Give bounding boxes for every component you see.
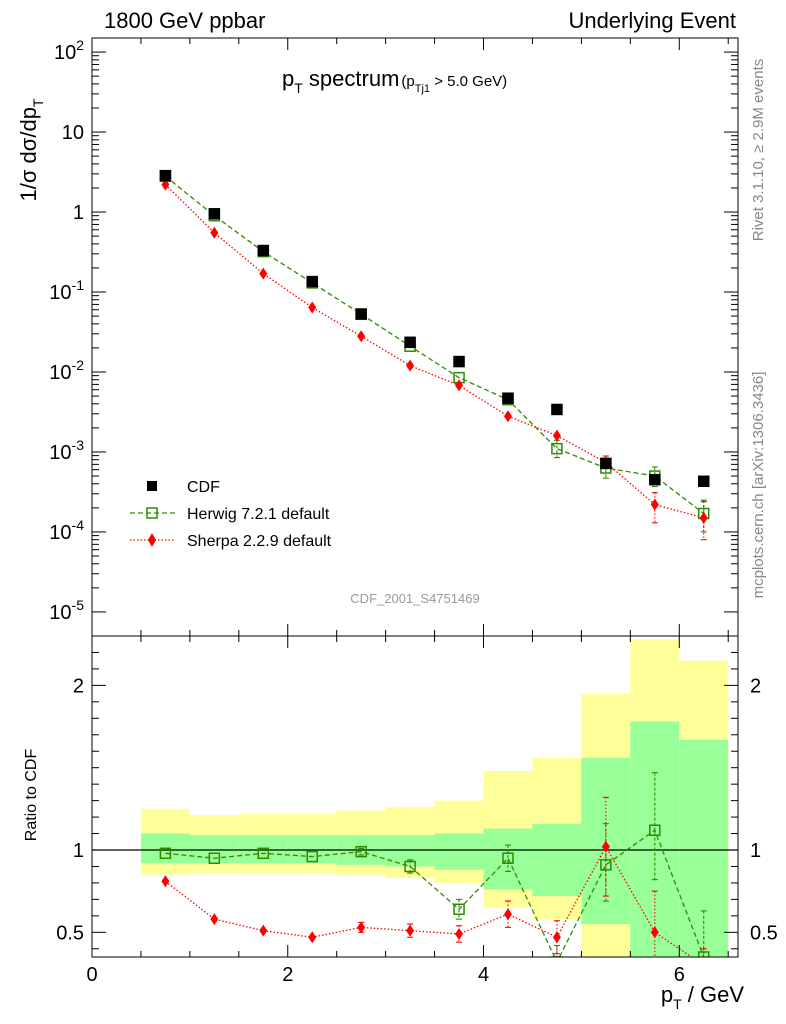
legend-sherpa-marker <box>148 533 156 547</box>
sherpa-point-ratio-4 <box>357 921 366 934</box>
sherpa-point-top-11 <box>699 511 708 524</box>
herwig-point-ratio-7 <box>502 852 514 864</box>
cdf-point-8 <box>551 403 563 416</box>
cdf-point-9 <box>600 457 612 470</box>
axes: 0 2 4 6 10-5 10-4 10-3 10-2 10-1 1 10 102 0.5 0.5 1 1 2 2 <box>49 37 778 986</box>
sherpa-point-top-4 <box>357 330 366 343</box>
band-inner-6 <box>434 833 484 870</box>
sherpa-point-ratio-0 <box>161 875 170 888</box>
cdf-point-3 <box>306 275 318 288</box>
band-inner-3 <box>287 835 337 864</box>
sherpa-point-ratio-9 <box>601 840 610 853</box>
sherpa-point-top-2 <box>259 267 268 280</box>
y-tick-label-top--1: 10-1 <box>49 277 84 304</box>
band-inner-8 <box>532 823 582 897</box>
herwig-point-ratio-10 <box>649 824 661 836</box>
herwig-point-ratio-4 <box>355 845 367 858</box>
cdf-point-11 <box>697 475 710 488</box>
y-tick-label-top--2: 10-2 <box>49 357 84 384</box>
cdf-point-6 <box>453 355 465 368</box>
cdf-point-0 <box>159 169 172 182</box>
ratio-panel-series <box>92 772 738 971</box>
herwig-point-ratio-8 <box>551 956 563 957</box>
herwig-line-ratio <box>165 829 705 957</box>
y-tick-label-top--3: 10-3 <box>49 437 84 464</box>
sherpa-point-ratio-11 <box>700 959 708 971</box>
sherpa-point-top-5 <box>406 359 415 372</box>
y-tick-label-top-2: 102 <box>54 37 84 64</box>
herwig-point-ratio-5 <box>404 860 416 873</box>
y-axis-label-top: 1/σ dσ/dpT <box>16 98 46 201</box>
sherpa-point-top-1 <box>210 226 219 239</box>
herwig-point-ratio-6 <box>453 903 465 916</box>
sherpa-point-top-0 <box>161 178 170 191</box>
herwig-line-top <box>165 175 705 515</box>
y-tick-label-ratio-r-1: 1 <box>750 840 761 862</box>
band-inner-10 <box>630 721 680 957</box>
sherpa-point-top-7 <box>503 410 512 423</box>
sherpa-point-ratio-8 <box>552 931 561 944</box>
band-inner-11 <box>679 739 729 957</box>
herwig-point-ratio-0 <box>159 847 172 860</box>
herwig-point-ratio-3 <box>306 850 318 863</box>
plot-title: pT spectrum (pTj1 > 5.0 GeV) <box>282 66 507 96</box>
y-tick-label-ratio-2: 2 <box>73 675 84 697</box>
cdf-point-5 <box>404 336 416 349</box>
top-panel-series <box>159 169 710 541</box>
y-tick-label-ratio-1: 1 <box>73 840 84 862</box>
sherpa-point-ratio-3 <box>308 931 317 944</box>
y-tick-label-ratio-r-0.5: 0.5 <box>750 922 778 944</box>
band-inner-1 <box>189 835 239 864</box>
y-tick-label-top--4: 10-4 <box>49 517 84 544</box>
cdf-point-10 <box>649 473 661 486</box>
header-left: 1800 GeV ppbar <box>104 8 265 33</box>
y-tick-label-top-1: 10 <box>62 122 84 144</box>
rivet-label: Rivet 3.1.10, ≥ 2.9M events <box>750 59 767 242</box>
cdf-point-1 <box>208 208 221 220</box>
sherpa-point-ratio-10 <box>650 926 659 939</box>
sherpa-point-ratio-6 <box>455 927 464 940</box>
x-axis-label: pT / GeV <box>661 982 744 1012</box>
sherpa-point-top-3 <box>308 301 317 314</box>
sherpa-point-top-6 <box>455 379 464 392</box>
x-tick-label-6: 6 <box>674 964 685 986</box>
legend: CDF Herwig 7.2.1 default Sherpa 2.2.9 de… <box>130 479 332 550</box>
sherpa-line-top <box>164 184 704 519</box>
cdf-point-4 <box>355 308 367 320</box>
sherpa-line-ratio <box>165 845 693 957</box>
legend-cdf-label: CDF <box>187 479 220 496</box>
herwig-point-ratio-1 <box>208 852 221 864</box>
herwig-point-ratio-11 <box>697 951 710 957</box>
header-right: Underlying Event <box>568 8 736 33</box>
herwig-point-ratio-2 <box>257 847 270 860</box>
sherpa-point-top-10 <box>650 498 659 511</box>
x-tick-label-0: 0 <box>86 964 97 986</box>
legend-sherpa-label: Sherpa 2.2.9 default <box>187 533 332 550</box>
analysis-id: CDF_2001_S4751469 <box>350 591 479 606</box>
mcplots-label: mcplots.cern.ch [arXiv:1306.3436] <box>750 372 767 599</box>
cdf-point-2 <box>257 244 270 257</box>
sherpa-point-ratio-5 <box>406 924 415 937</box>
y-axis-label-bottom: Ratio to CDF <box>23 749 40 842</box>
x-tick-label-4: 4 <box>478 964 489 986</box>
y-tick-label-ratio-r-2: 2 <box>750 675 761 697</box>
ratio-uncertainty-bands <box>140 639 729 957</box>
sherpa-point-ratio-2 <box>259 924 268 937</box>
y-tick-label-top-0: 1 <box>73 202 84 224</box>
y-tick-label-ratio-0.5: 0.5 <box>56 922 84 944</box>
sherpa-point-top-8 <box>552 429 561 442</box>
sherpa-point-ratio-7 <box>503 908 512 921</box>
herwig-point-top-8 <box>551 442 563 455</box>
y-tick-label-top--5: 10-5 <box>49 597 84 624</box>
legend-herwig-label: Herwig 7.2.1 default <box>187 506 330 523</box>
ratio-frame <box>91 635 739 958</box>
herwig-point-ratio-9 <box>600 859 612 871</box>
legend-cdf-marker <box>147 481 157 491</box>
x-tick-label-2: 2 <box>282 964 293 986</box>
cdf-point-7 <box>502 392 514 404</box>
sherpa-point-ratio-1 <box>210 913 219 926</box>
legend-herwig-marker <box>146 507 158 519</box>
